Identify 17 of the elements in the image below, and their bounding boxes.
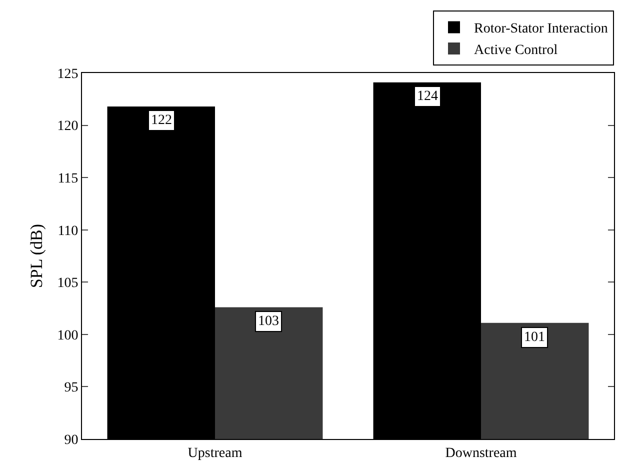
data-label: 101 bbox=[524, 330, 545, 345]
legend-label: Active Control bbox=[474, 42, 558, 58]
x-tick-label: Downstream bbox=[445, 446, 517, 461]
y-tick-label: 115 bbox=[58, 171, 78, 186]
data-label: 122 bbox=[151, 113, 172, 128]
legend-label: Rotor-Stator Interaction bbox=[474, 22, 608, 37]
y-tick-label: 100 bbox=[57, 328, 78, 344]
y-axis-title: SPL (dB) bbox=[26, 224, 46, 288]
data-label: 103 bbox=[258, 314, 279, 329]
y-tick-label: 105 bbox=[57, 276, 78, 292]
x-tick-label: Upstream bbox=[188, 446, 242, 461]
y-tick-label: 110 bbox=[58, 224, 78, 239]
y-tick-label: 90 bbox=[64, 432, 78, 448]
y-tick-label: 95 bbox=[64, 380, 78, 396]
y-tick-label: 120 bbox=[57, 119, 78, 134]
data-label: 124 bbox=[417, 89, 438, 104]
y-tick-label: 125 bbox=[57, 66, 78, 82]
